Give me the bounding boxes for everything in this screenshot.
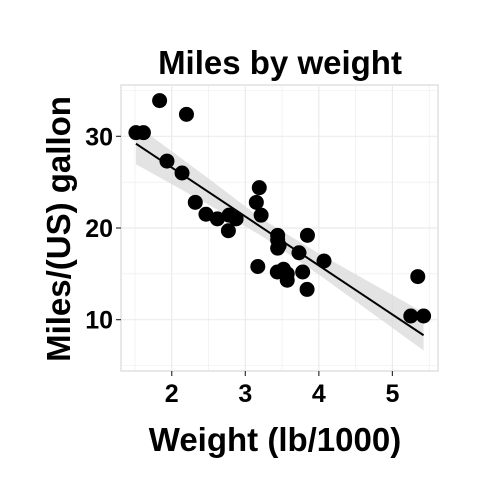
y-tick-label: 20: [85, 215, 113, 243]
data-point: [187, 194, 203, 210]
data-point: [152, 93, 168, 109]
data-point: [174, 165, 190, 181]
data-point: [403, 308, 419, 324]
data-point: [410, 269, 426, 285]
data-point: [251, 180, 267, 196]
data-point: [270, 227, 286, 243]
data-point: [279, 266, 295, 282]
data-point: [198, 206, 214, 222]
data-point: [178, 106, 194, 122]
data-point: [159, 153, 175, 169]
data-point: [221, 207, 237, 223]
y-axis-ticks: 10 20 30: [85, 123, 121, 335]
data-point: [220, 223, 236, 239]
x-tick-label: 4: [312, 380, 326, 408]
data-point: [253, 207, 269, 223]
data-point: [128, 125, 144, 141]
data-point: [209, 211, 225, 227]
x-tick-label: 5: [385, 380, 399, 408]
y-axis-label: Miles/(US) gallon: [40, 96, 77, 362]
data-point: [250, 259, 266, 274]
data-points: [128, 93, 432, 324]
data-point: [248, 194, 264, 210]
y-tick-label: 10: [85, 307, 113, 335]
y-tick-label: 30: [85, 123, 113, 151]
x-axis-ticks: 2 3 4 5: [165, 371, 399, 408]
data-point: [295, 264, 311, 280]
data-point: [316, 253, 332, 269]
data-point: [291, 245, 307, 261]
data-point: [299, 281, 315, 297]
x-tick-label: 3: [238, 380, 252, 408]
x-tick-label: 2: [165, 380, 179, 408]
data-point: [299, 227, 315, 243]
data-point: [270, 240, 286, 256]
data-point: [416, 308, 432, 324]
chart-title: Miles by weight: [158, 44, 402, 81]
x-axis-label: Weight (lb/1000): [149, 421, 401, 458]
